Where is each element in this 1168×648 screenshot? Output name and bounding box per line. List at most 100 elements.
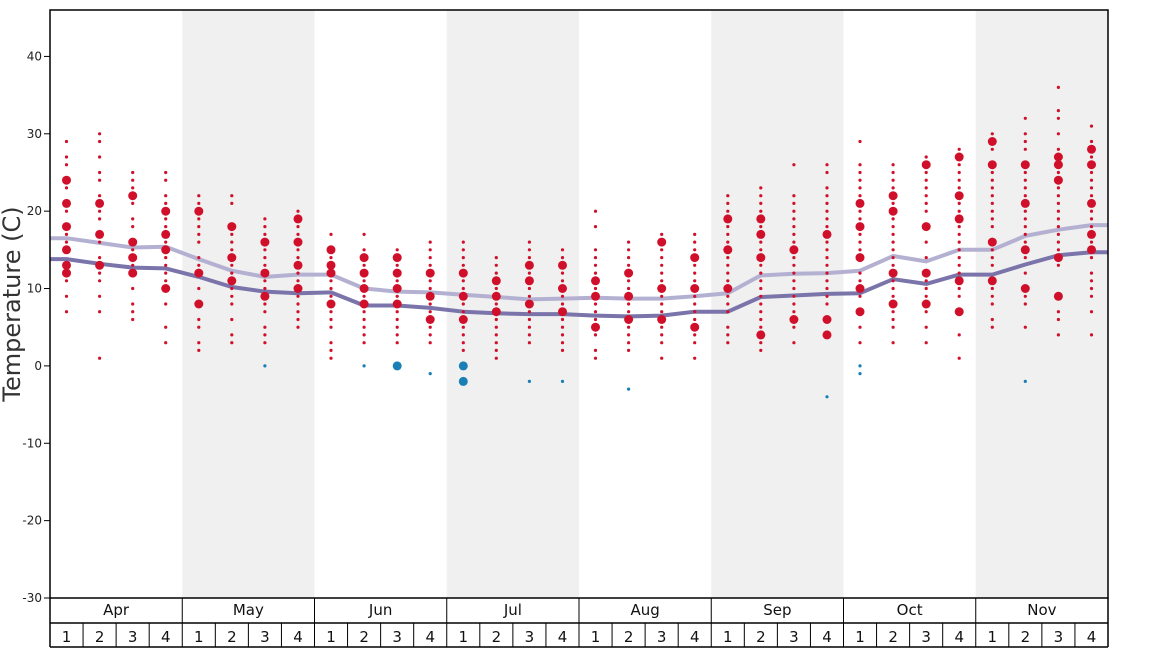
warm-temperature-dot <box>1089 225 1094 229</box>
warm-temperature-dot <box>924 325 928 329</box>
warm-temperature-dot <box>990 225 994 229</box>
warm-temperature-dot <box>990 201 994 205</box>
warm-temperature-dot <box>1056 225 1060 229</box>
cold-temperature-dot <box>560 379 565 383</box>
warm-temperature-dot <box>491 276 501 286</box>
warm-temperature-dot <box>990 170 994 175</box>
warm-temperature-dot <box>1089 286 1094 291</box>
warm-temperature-dot <box>825 217 829 221</box>
warm-temperature-dot <box>858 194 862 198</box>
warm-temperature-dot <box>792 271 796 275</box>
warm-temperature-dot <box>458 291 468 301</box>
warm-temperature-dot <box>957 186 961 190</box>
warm-temperature-dot <box>593 333 598 337</box>
week-label: 3 <box>392 628 402 646</box>
warm-temperature-dot <box>858 217 862 221</box>
warm-temperature-dot <box>263 286 267 291</box>
warm-temperature-dot <box>197 217 201 221</box>
warm-temperature-dot <box>1089 256 1094 260</box>
warm-temperature-dot <box>64 139 69 144</box>
warm-temperature-dot <box>990 294 994 298</box>
warm-temperature-dot <box>329 294 333 298</box>
warm-temperature-dot <box>792 240 796 244</box>
warm-temperature-dot <box>263 302 267 306</box>
warm-temperature-dot <box>822 229 832 239</box>
week-label: 4 <box>558 628 568 646</box>
warm-temperature-dot <box>1023 194 1027 198</box>
warm-temperature-dot <box>723 284 733 293</box>
warm-temperature-dot <box>296 294 300 298</box>
warm-temperature-dot <box>921 299 931 309</box>
warm-temperature-dot <box>527 286 532 291</box>
warm-temperature-dot <box>693 302 697 306</box>
warm-temperature-dot <box>329 356 333 360</box>
warm-temperature-dot <box>1023 217 1027 221</box>
warm-temperature-dot <box>1089 217 1094 221</box>
warm-temperature-dot <box>263 217 267 221</box>
warm-temperature-dot <box>792 341 796 345</box>
warm-temperature-dot <box>527 256 532 260</box>
warm-temperature-dot <box>1023 170 1027 175</box>
month-label-may: May <box>233 601 264 619</box>
warm-temperature-dot <box>759 240 763 244</box>
warm-temperature-dot <box>891 325 895 329</box>
warm-temperature-dot <box>296 325 300 329</box>
warm-temperature-dot <box>560 348 565 352</box>
warm-temperature-dot <box>1056 116 1060 120</box>
warm-temperature-dot <box>230 201 234 205</box>
y-tick-labels: -30 -20 -10 0 10 20 30 40 <box>22 49 42 605</box>
warm-temperature-dot <box>527 341 532 345</box>
warm-temperature-dot <box>954 214 964 224</box>
warm-temperature-dot <box>428 310 432 314</box>
warm-temperature-dot <box>491 307 501 317</box>
warm-temperature-dot <box>990 263 994 267</box>
warm-temperature-dot <box>494 271 498 275</box>
warm-temperature-dot <box>131 302 135 306</box>
warm-temperature-dot <box>560 271 565 275</box>
warm-temperature-dot <box>494 325 498 329</box>
warm-temperature-dot <box>197 201 201 205</box>
warm-temperature-dot <box>825 271 829 275</box>
month-shade-sep <box>711 10 844 598</box>
warm-temperature-dot <box>263 333 267 337</box>
warm-temperature-dot <box>990 248 994 252</box>
warm-temperature-dot <box>560 325 565 329</box>
warm-temperature-dot <box>924 186 928 190</box>
warm-temperature-dot <box>759 286 763 291</box>
warm-temperature-dot <box>62 198 71 208</box>
warm-temperature-dot <box>924 201 928 205</box>
week-label: 2 <box>888 628 898 646</box>
warm-temperature-dot <box>1023 225 1027 229</box>
warm-temperature-dot <box>461 348 465 352</box>
week-label: 2 <box>95 628 105 646</box>
warm-temperature-dot <box>230 333 234 337</box>
warm-temperature-dot <box>627 341 631 345</box>
warm-temperature-dot <box>362 263 366 267</box>
warm-temperature-dot <box>891 225 895 229</box>
warm-temperature-dot <box>1089 271 1094 275</box>
y-tick-label: -20 <box>22 514 42 528</box>
warm-temperature-dot <box>759 263 763 267</box>
warm-temperature-dot <box>759 225 763 229</box>
warm-temperature-dot <box>593 356 598 360</box>
warm-temperature-dot <box>957 294 961 298</box>
warm-temperature-dot <box>957 248 961 252</box>
cold-temperature-dot <box>527 379 532 383</box>
warm-temperature-dot <box>1056 217 1060 221</box>
warm-temperature-dot <box>560 279 565 283</box>
warm-temperature-dot <box>825 194 829 198</box>
warm-temperature-dot <box>990 186 994 190</box>
warm-temperature-dot <box>693 271 697 275</box>
warm-temperature-dot <box>593 317 598 322</box>
warm-temperature-dot <box>825 279 829 283</box>
warm-temperature-dot <box>230 240 234 244</box>
week-label: 1 <box>459 628 469 646</box>
warm-temperature-dot <box>527 294 532 298</box>
warm-temperature-dot <box>64 279 69 283</box>
warm-temperature-dot <box>62 245 71 255</box>
warm-temperature-dot <box>230 263 234 267</box>
warm-temperature-dot <box>660 325 664 329</box>
warm-temperature-dot <box>690 253 700 263</box>
warm-temperature-dot <box>891 178 895 182</box>
warm-temperature-dot <box>197 341 201 345</box>
